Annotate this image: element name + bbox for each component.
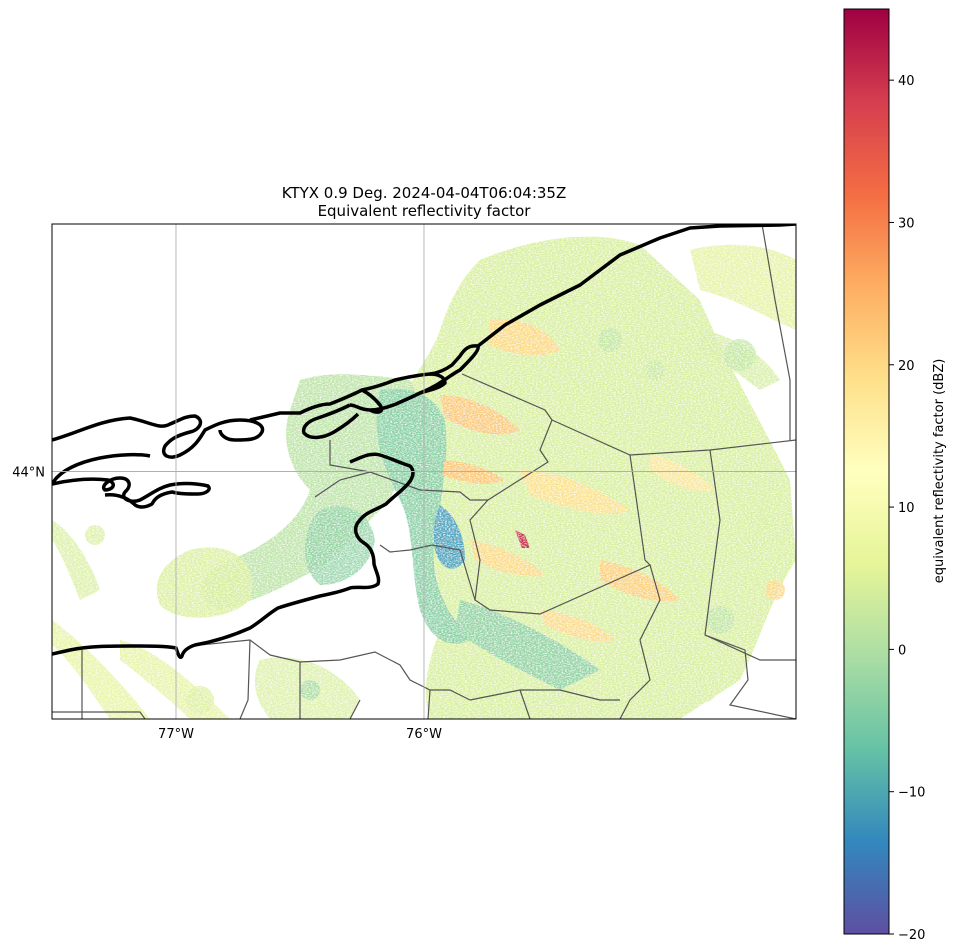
colorbar-tick-label: −10 [898, 786, 925, 801]
map-title-line1: KTYX 0.9 Deg. 2024-04-04T06:04:35Z [282, 184, 566, 202]
map-frame [51, 223, 797, 720]
colorbar-label: equivalent reflectivity factor (dBZ) [932, 359, 947, 584]
echo-red-spot [515, 530, 530, 548]
echo-green-south [455, 600, 600, 690]
echo-cell-isolated [598, 328, 622, 352]
echo-cell-isolated [765, 580, 785, 600]
echo-streak-4 [520, 470, 630, 515]
colorbar-tick-label: 0 [898, 643, 906, 658]
echo-cell-isolated [724, 339, 756, 371]
echo-cell-isolated [85, 525, 105, 545]
coastline [52, 224, 796, 660]
map-panel [52, 224, 796, 719]
reflectivity-field [52, 236, 796, 719]
colorbar: 40 30 20 10 0 −10 −20 equivalent reflectivity … [843, 8, 947, 943]
lat-tick-label: 44°N [12, 466, 45, 481]
echo-streak-8 [650, 455, 715, 492]
colorbar-gradient [843, 8, 890, 935]
echo-strip-sw1 [52, 620, 150, 719]
echo-streak-2 [440, 395, 520, 435]
echo-streak-1 [490, 319, 560, 356]
echo-cell-isolated [186, 686, 214, 714]
echo-streak-6 [540, 610, 615, 642]
colorbar-tick-label: 40 [898, 74, 915, 89]
colorbar-tick-label: 30 [898, 216, 915, 231]
colorbar-tick-label: 10 [898, 501, 915, 516]
echo-green-core [376, 388, 470, 644]
echo-cell-isolated [300, 680, 320, 700]
colorbar-tick-label: 20 [898, 359, 915, 374]
echo-cell-southwest [156, 547, 252, 618]
echo-cell-west [201, 374, 430, 610]
echo-cell-isolated [693, 678, 717, 702]
echo-cell-isolated [748, 508, 772, 532]
echo-streak-7 [470, 540, 545, 577]
map-title-line2: Equivalent reflectivity factor [318, 202, 532, 220]
gridlines [52, 224, 796, 719]
lon-tick-label: 76°W [406, 727, 442, 742]
lon-tick-label: 77°W [158, 727, 194, 742]
echo-blue-core [433, 505, 465, 569]
echo-cell-isolated [645, 360, 665, 380]
echo-cell-isolated [706, 606, 734, 634]
colorbar-tick-label: −20 [898, 928, 925, 943]
colorbar-ticks: 40 30 20 10 0 −10 −20 [889, 74, 925, 943]
echo-band-main [387, 236, 796, 719]
county-borders [52, 224, 796, 719]
echo-strip-sw3 [52, 520, 100, 600]
echo-streak-5 [600, 560, 680, 602]
